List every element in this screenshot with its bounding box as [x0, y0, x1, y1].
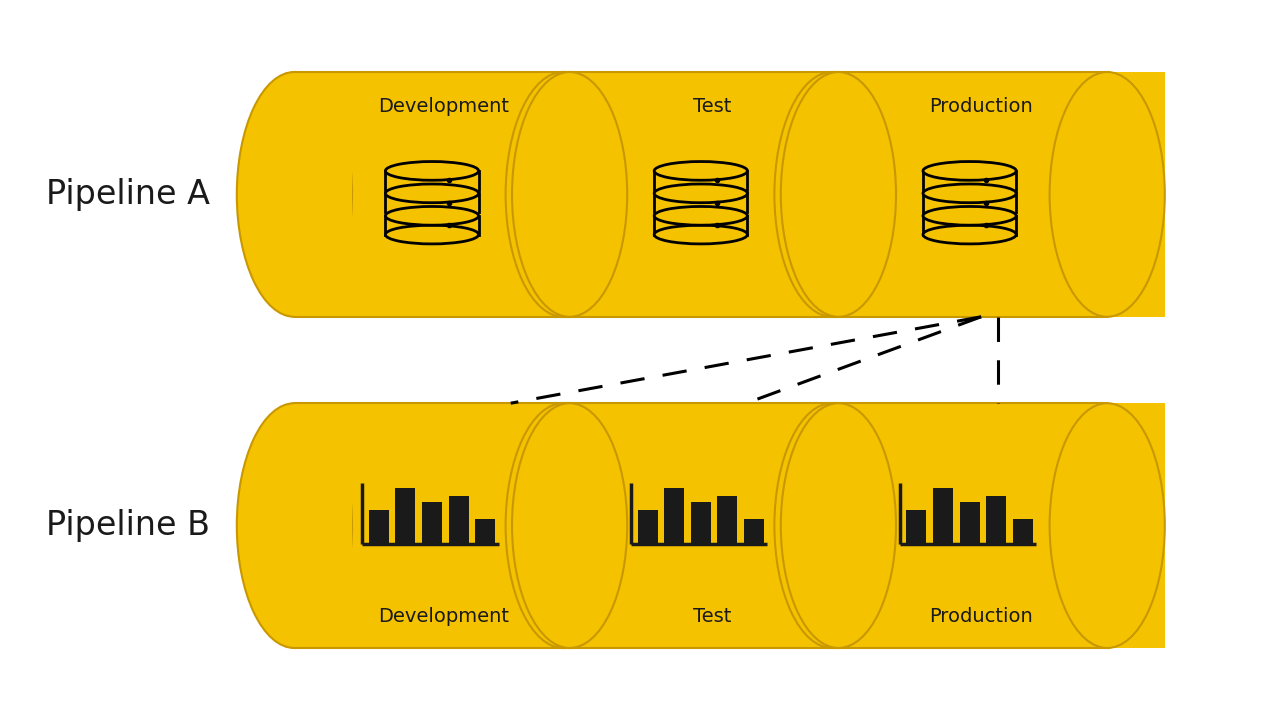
Bar	[832, 72, 1165, 317]
Ellipse shape	[923, 161, 1016, 180]
Ellipse shape	[237, 72, 352, 317]
Bar	[385, 216, 479, 235]
Bar	[385, 171, 479, 189]
Ellipse shape	[923, 207, 1016, 225]
Ellipse shape	[654, 207, 748, 225]
Ellipse shape	[1050, 72, 1165, 317]
Text: Production: Production	[929, 608, 1033, 626]
Ellipse shape	[237, 403, 352, 648]
Bar	[294, 72, 352, 317]
Bar	[637, 510, 658, 544]
Bar	[960, 502, 979, 544]
Text: Test: Test	[694, 608, 731, 626]
Text: Pipeline B: Pipeline B	[46, 509, 210, 542]
Ellipse shape	[654, 161, 748, 180]
Bar	[987, 496, 1006, 544]
Bar	[933, 488, 954, 544]
Bar	[294, 72, 627, 317]
Bar	[744, 518, 764, 544]
Bar	[294, 403, 352, 648]
Text: Test: Test	[694, 97, 731, 116]
Bar	[422, 502, 442, 544]
Bar	[923, 216, 1016, 235]
Bar	[832, 72, 890, 317]
Bar	[923, 194, 1016, 212]
Ellipse shape	[923, 225, 1016, 244]
Text: Pipeline A: Pipeline A	[46, 178, 210, 211]
Ellipse shape	[385, 184, 479, 203]
Bar	[664, 488, 684, 544]
Ellipse shape	[654, 225, 748, 244]
Bar	[294, 403, 627, 648]
Ellipse shape	[512, 72, 627, 317]
Bar	[654, 194, 748, 212]
Bar	[563, 72, 621, 317]
Ellipse shape	[774, 403, 890, 648]
Bar	[1012, 518, 1033, 544]
Bar	[832, 403, 890, 648]
Ellipse shape	[385, 225, 479, 244]
Ellipse shape	[781, 72, 896, 317]
Text: Development: Development	[378, 97, 509, 116]
Bar	[563, 403, 621, 648]
Ellipse shape	[654, 184, 748, 203]
Bar	[563, 403, 896, 648]
Bar	[369, 510, 389, 544]
Ellipse shape	[923, 184, 1016, 203]
Ellipse shape	[512, 403, 627, 648]
Ellipse shape	[1050, 403, 1165, 648]
Bar	[396, 488, 415, 544]
Ellipse shape	[506, 72, 621, 317]
Bar	[691, 502, 710, 544]
Bar	[654, 216, 748, 235]
Ellipse shape	[781, 403, 896, 648]
Bar	[923, 171, 1016, 189]
Bar	[906, 510, 927, 544]
Bar	[449, 496, 468, 544]
Text: Production: Production	[929, 97, 1033, 116]
Bar	[832, 403, 1165, 648]
Text: Development: Development	[378, 608, 509, 626]
Bar	[475, 518, 495, 544]
Ellipse shape	[774, 72, 890, 317]
Ellipse shape	[385, 161, 479, 180]
Bar	[385, 194, 479, 212]
Bar	[654, 171, 748, 189]
Ellipse shape	[506, 403, 621, 648]
Ellipse shape	[385, 207, 479, 225]
Bar	[718, 496, 737, 544]
Bar	[563, 72, 896, 317]
